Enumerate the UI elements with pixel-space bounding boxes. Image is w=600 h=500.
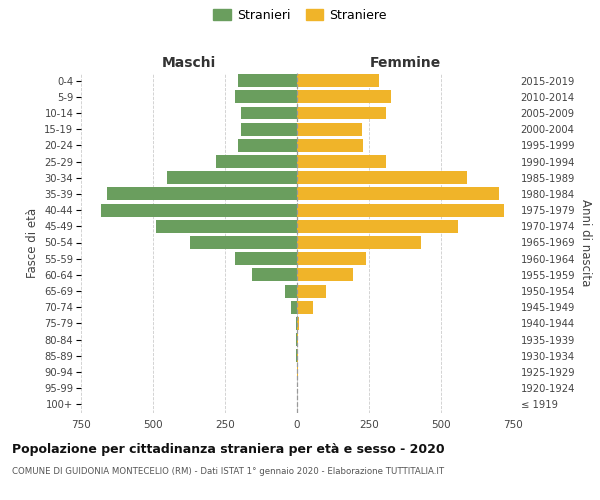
Bar bbox=[241, 106, 297, 120]
Bar bbox=[297, 122, 362, 136]
Bar bbox=[297, 155, 386, 168]
Bar bbox=[296, 333, 297, 346]
Bar bbox=[241, 122, 297, 136]
Bar bbox=[286, 284, 297, 298]
Bar bbox=[297, 139, 363, 152]
Text: Maschi: Maschi bbox=[162, 56, 216, 70]
Bar bbox=[291, 301, 297, 314]
Text: COMUNE DI GUIDONIA MONTECELIO (RM) - Dati ISTAT 1° gennaio 2020 - Elaborazione T: COMUNE DI GUIDONIA MONTECELIO (RM) - Dat… bbox=[12, 468, 444, 476]
Bar bbox=[297, 106, 386, 120]
Bar bbox=[101, 204, 297, 216]
Bar bbox=[190, 236, 297, 249]
Y-axis label: Fasce di età: Fasce di età bbox=[26, 208, 38, 278]
Bar bbox=[297, 350, 298, 362]
Bar bbox=[238, 139, 297, 152]
Bar bbox=[297, 268, 353, 281]
Bar bbox=[235, 90, 297, 104]
Bar bbox=[217, 155, 297, 168]
Bar bbox=[156, 220, 297, 233]
Text: Femmine: Femmine bbox=[370, 56, 440, 70]
Y-axis label: Anni di nascita: Anni di nascita bbox=[579, 199, 592, 286]
Bar bbox=[297, 236, 421, 249]
Bar bbox=[238, 74, 297, 87]
Bar bbox=[297, 333, 298, 346]
Bar bbox=[297, 284, 326, 298]
Bar bbox=[297, 220, 458, 233]
Bar bbox=[297, 74, 379, 87]
Bar bbox=[296, 317, 297, 330]
Bar bbox=[297, 188, 499, 200]
Text: Popolazione per cittadinanza straniera per età e sesso - 2020: Popolazione per cittadinanza straniera p… bbox=[12, 442, 445, 456]
Bar bbox=[253, 268, 297, 281]
Bar bbox=[235, 252, 297, 265]
Bar bbox=[297, 204, 505, 216]
Bar bbox=[297, 252, 366, 265]
Legend: Stranieri, Straniere: Stranieri, Straniere bbox=[211, 6, 389, 24]
Bar bbox=[167, 172, 297, 184]
Bar bbox=[297, 172, 467, 184]
Bar bbox=[297, 317, 299, 330]
Bar bbox=[107, 188, 297, 200]
Bar bbox=[297, 90, 391, 104]
Bar bbox=[297, 301, 313, 314]
